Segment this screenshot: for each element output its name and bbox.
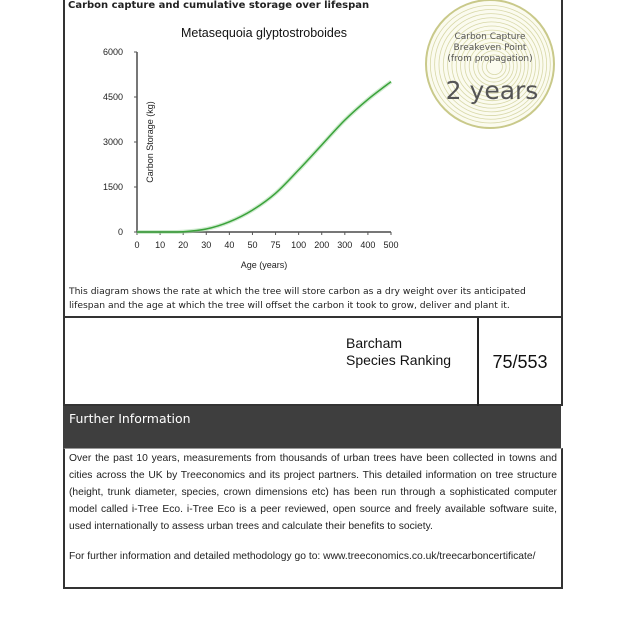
x-tick-label: 10 — [155, 240, 165, 250]
x-tick-label: 40 — [224, 240, 234, 250]
breakeven-badge: Carbon Capture Breakeven Point (from pro… — [425, 0, 555, 129]
x-tick-label: 0 — [134, 240, 139, 250]
y-tick-label: 0 — [118, 227, 123, 237]
x-tick-label: 300 — [337, 240, 352, 250]
y-tick-label: 6000 — [103, 47, 123, 57]
x-tick-label: 50 — [247, 240, 257, 250]
ranking-label-line2: Species Ranking — [346, 352, 452, 368]
ranking-value: 75/553 — [492, 352, 548, 372]
y-axis-label: Carbon Storage (kg) — [145, 101, 155, 183]
chart-description: This diagram shows the rate at which the… — [69, 286, 526, 311]
ranking-divider — [477, 318, 479, 406]
y-tick-label: 4500 — [103, 92, 123, 102]
x-tick-label: 400 — [360, 240, 375, 250]
section-title: Carbon capture and cumulative storage ov… — [68, 0, 370, 11]
further-info-body: Over the past 10 years, measurements fro… — [69, 453, 557, 532]
badge-line3: (from propagation) — [447, 54, 532, 64]
badge-value: 2 years — [446, 76, 539, 105]
further-info-title: Further Information — [69, 411, 191, 426]
series-line-glow — [136, 80, 393, 235]
x-tick-label: 100 — [291, 240, 306, 250]
x-tick-label: 75 — [271, 240, 281, 250]
methodology-link[interactable]: For further information and detailed met… — [69, 551, 536, 562]
x-tick-label: 20 — [178, 240, 188, 250]
x-axis-label: Age (years) — [241, 260, 288, 270]
y-tick-label: 1500 — [103, 182, 123, 192]
ranking-box — [63, 318, 563, 406]
carbon-section-frame — [63, 0, 563, 318]
badge-line1: Carbon Capture — [454, 32, 526, 42]
chart-title: Metasequoia glyptostroboides — [181, 26, 347, 40]
series-line — [136, 81, 392, 233]
ranking-label: Barcham Species Ranking — [346, 335, 451, 369]
further-info-box — [63, 448, 563, 589]
x-tick-label: 200 — [314, 240, 329, 250]
badge-line2: Breakeven Point — [454, 43, 527, 53]
tree-rings-icon — [425, 0, 555, 129]
x-tick-label: 30 — [201, 240, 211, 250]
carbon-storage-chart: Metasequoia glyptostroboides Carbon Stor… — [103, 26, 399, 270]
x-tick-label: 500 — [383, 240, 398, 250]
y-tick-label: 3000 — [103, 137, 123, 147]
ranking-label-line1: Barcham — [346, 335, 403, 351]
further-info-header — [63, 406, 561, 448]
